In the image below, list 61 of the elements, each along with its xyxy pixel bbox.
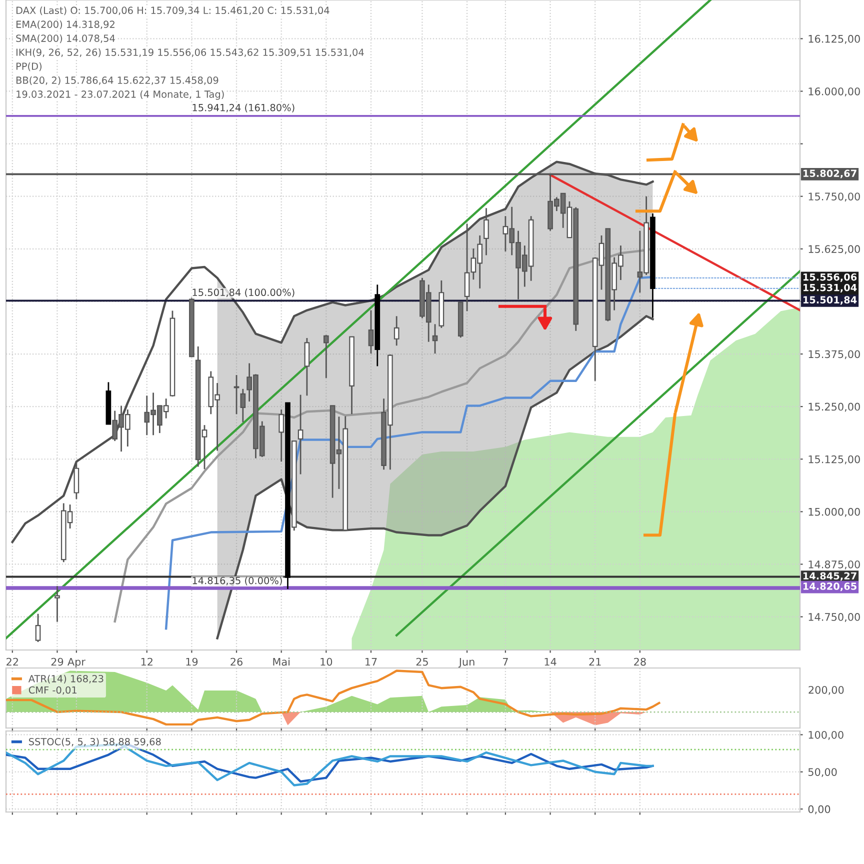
x-tick-label: 29 [51, 658, 64, 666]
y-tick-label: 16.125,00 [808, 34, 860, 44]
x-tick-label: 19 [186, 658, 198, 666]
candlestick [394, 315, 400, 346]
candlestick [368, 310, 374, 354]
annotation: DAX (Last) O: 15.700,06 H: 15.709,34 L: 15.461,20 C: 15.531,04 [16, 6, 330, 16]
candlestick [35, 613, 41, 643]
candlestick [240, 388, 246, 423]
legend-label: CMF -0,01 [28, 686, 76, 695]
candlestick [484, 207, 489, 256]
annotation: 15.941,24 (161.80%) [192, 104, 294, 112]
ref-line-label: 15.501,84 [803, 296, 857, 305]
text: 200,00 [808, 686, 844, 695]
annotation: BB(20, 2) 15.786,64 15.622,37 15.458,09 [16, 76, 218, 86]
candlestick [298, 394, 304, 475]
annotation: 19.03.2021 - 23.07.2021 (4 Monate, 1 Tag) [16, 90, 224, 100]
y-tick-label: 15.250,00 [808, 402, 860, 412]
candlestick [464, 222, 470, 312]
x-tick-label: 28 [634, 658, 646, 666]
legend-label: ATR(14) 168,23 [28, 674, 104, 684]
x-tick-label: 10 [320, 658, 332, 666]
candlestick [54, 585, 60, 623]
annotation: IKH(9, 26, 52, 26) 15.531,19 15.556,06 15.543,62 15.309,51 15.531,04 [16, 48, 364, 58]
annotation: PP(D) [16, 62, 42, 72]
x-tick-label: Apr [68, 658, 86, 668]
candlestick [234, 374, 240, 415]
x-tick-label: 17 [366, 658, 377, 666]
x-tick-label: Mai [273, 658, 290, 666]
y-tick-label: 100,00 [808, 730, 844, 740]
legend-label: SSTOC(5, 5, 3) 58,88 59,68 [29, 738, 161, 746]
y-tick-label: 15.125,00 [808, 455, 860, 464]
x-tick-label: 7 [502, 658, 508, 666]
x-tick-label: 25 [416, 658, 428, 666]
annotation: EMA(200) 14.318,92 [16, 20, 114, 30]
candlestick [278, 408, 284, 462]
annotation: 14.816,35 (0.00%) [192, 576, 282, 586]
y-tick-label: 15.625,00 [808, 245, 860, 254]
candlestick [323, 334, 329, 379]
ref-line-label: 15.802,67 [803, 170, 856, 178]
ref-line-label: 14.820,65 [803, 582, 856, 592]
y-tick-label: 16.000,00 [808, 87, 860, 96]
annotation: 15.531,04 [803, 284, 857, 292]
y-tick-label: 15.750,00 [808, 192, 860, 202]
x-tick-label: 22 [6, 658, 18, 666]
ref-line-label: 14.845,27 [803, 572, 856, 581]
x-tick-label: 12 [141, 658, 152, 666]
x-tick-label: 21 [589, 658, 601, 666]
annotation: 15.556,06 [803, 273, 857, 282]
candlestick [432, 323, 438, 354]
y-tick-label: 15.000,00 [808, 508, 860, 517]
y-tick-label: 15.375,00 [808, 350, 860, 360]
x-tick-label: 26 [230, 658, 242, 666]
annotation: 15.501,84 (100.00%) [192, 288, 294, 298]
x-tick-label: 14 [544, 658, 556, 666]
y-tick-label: 0,00 [808, 805, 830, 814]
x-tick-label: Jun [458, 658, 474, 668]
y-tick-label: 50,00 [808, 768, 837, 778]
candlestick [304, 337, 310, 396]
y-tick-label: 14.750,00 [808, 613, 860, 622]
y-tick-label: 14.875,00 [808, 560, 860, 570]
annotation: SMA(200) 14.078,54 [16, 34, 115, 44]
